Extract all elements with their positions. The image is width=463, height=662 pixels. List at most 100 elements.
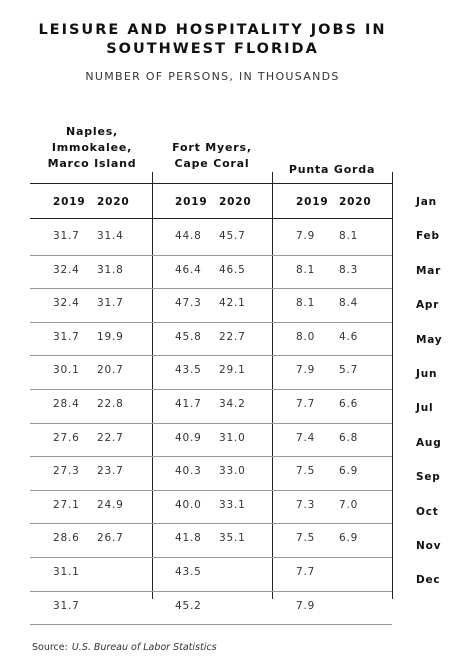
month-label: Sep — [416, 471, 441, 484]
data-cell: 8.1 — [339, 230, 359, 242]
data-cell: 6.8 — [339, 431, 359, 444]
month-label: Jul — [416, 402, 434, 415]
data-cell: 8.0 — [296, 330, 316, 343]
column-divider — [392, 172, 393, 599]
data-cell: 23.7 — [97, 465, 124, 478]
data-cell: 40.0 — [175, 498, 202, 511]
data-cell: 24.9 — [97, 498, 124, 511]
row-rule — [30, 355, 392, 357]
data-cell: 31.7 — [97, 297, 124, 310]
chart-subtitle: NUMBER OF PERSONS, IN THOUSANDS — [85, 70, 340, 83]
data-cell: 8.4 — [339, 297, 359, 310]
group-title-punta-gorda: Punta Gorda — [272, 162, 392, 178]
month-label: Jan — [416, 196, 437, 208]
group-title-naples-line-2: Immokalee, — [51, 141, 133, 154]
data-cell: 32.4 — [53, 297, 80, 310]
data-cell: 22.7 — [219, 330, 246, 343]
row-rule — [30, 557, 392, 558]
data-cell: 31.7 — [53, 230, 80, 242]
data-cell: 33.0 — [219, 465, 246, 478]
header-rule — [30, 218, 392, 219]
data-cell: 7.9 — [296, 230, 316, 242]
data-cell: 46.5 — [219, 263, 246, 276]
data-cell: 6.9 — [339, 532, 359, 545]
column-divider — [272, 172, 273, 599]
data-cell: 46.4 — [175, 263, 202, 276]
data-cell: 6.6 — [339, 398, 359, 410]
row-rule — [30, 254, 392, 256]
month-label: Apr — [416, 299, 440, 312]
data-cell: 26.7 — [97, 532, 124, 545]
row-rule — [30, 288, 392, 290]
data-cell: 41.7 — [175, 398, 202, 410]
data-cell: 41.8 — [175, 532, 202, 545]
chart-title-line-1: LEISURE AND HOSPITALITY JOBS IN — [38, 22, 387, 38]
data-cell: 40.9 — [175, 431, 202, 444]
data-cell: 30.1 — [53, 364, 80, 377]
source-label: Source: — [32, 642, 68, 653]
data-cell: 7.9 — [296, 364, 316, 377]
row-rule — [30, 590, 392, 592]
month-label: May — [416, 333, 443, 346]
row-rule — [30, 456, 392, 458]
chart-title: LEISURE AND HOSPITALITY JOBS IN SOUTHWES… — [0, 21, 425, 59]
data-cell: 6.9 — [339, 465, 359, 478]
month-label: Aug — [416, 436, 442, 449]
month-label: Nov — [416, 540, 442, 552]
data-cell: 45.2 — [175, 599, 202, 612]
month-label: Mar — [416, 264, 442, 277]
data-cell: 27.6 — [53, 431, 80, 444]
data-cell: 33.1 — [219, 498, 246, 511]
year-label: 2020 — [339, 196, 372, 208]
data-cell: 31.4 — [97, 230, 124, 242]
data-cell: 34.2 — [219, 398, 246, 410]
data-cell: 45.7 — [219, 230, 246, 242]
row-rule — [30, 489, 392, 491]
year-label: 2019 — [296, 196, 329, 208]
data-cell: 7.3 — [296, 498, 316, 511]
group-title-naples: Naples, Immokalee, Marco Island — [30, 124, 154, 172]
data-cell: 29.1 — [219, 364, 246, 377]
row-rule — [30, 523, 392, 525]
group-title-naples-line-1: Naples, — [65, 125, 119, 138]
data-cell: 32.4 — [53, 263, 80, 276]
data-cell: 28.6 — [53, 532, 80, 545]
source-text: U.S. Bureau of Labor Statistics — [71, 642, 217, 653]
row-rule — [30, 422, 392, 424]
data-cell: 31.7 — [53, 599, 80, 612]
year-label: 2020 — [219, 196, 252, 208]
data-cell: 27.1 — [53, 498, 80, 511]
data-cell: 8.1 — [296, 263, 316, 276]
group-title-fort-myers-line-1: Fort Myers, — [172, 141, 252, 154]
data-cell: 4.6 — [339, 330, 359, 343]
data-cell: 22.7 — [97, 431, 124, 444]
data-cell: 7.9 — [296, 599, 316, 612]
month-label: Feb — [416, 230, 440, 243]
group-title-fort-myers: Fort Myers, Cape Coral — [152, 140, 272, 172]
data-cell: 40.3 — [175, 465, 202, 478]
year-label: 2019 — [53, 196, 86, 208]
data-cell: 42.1 — [219, 297, 246, 310]
column-divider — [152, 172, 153, 599]
data-cell: 7.7 — [296, 398, 316, 410]
data-cell: 35.1 — [219, 532, 246, 545]
source-note: Source: U.S. Bureau of Labor Statistics — [32, 642, 217, 653]
group-title-punta-gorda-line-1: Punta Gorda — [288, 163, 376, 176]
data-cell: 19.9 — [97, 330, 124, 343]
data-cell: 27.3 — [53, 465, 80, 478]
data-cell: 8.3 — [339, 263, 359, 276]
month-label: Dec — [416, 574, 441, 587]
row-rule — [30, 624, 392, 626]
data-cell: 43.5 — [175, 364, 202, 377]
row-rule — [30, 389, 392, 390]
group-title-fort-myers-line-2: Cape Coral — [174, 157, 250, 170]
row-rule — [30, 321, 392, 323]
data-cell: 28.4 — [53, 398, 80, 410]
data-cell: 31.0 — [219, 431, 246, 444]
data-cell: 44.8 — [175, 230, 202, 242]
data-cell: 31.1 — [53, 566, 80, 578]
data-cell: 7.4 — [296, 431, 316, 444]
data-cell: 8.1 — [296, 297, 316, 310]
chart-title-line-2: SOUTHWEST FLORIDA — [106, 41, 319, 57]
group-title-naples-line-3: Marco Island — [47, 157, 137, 170]
